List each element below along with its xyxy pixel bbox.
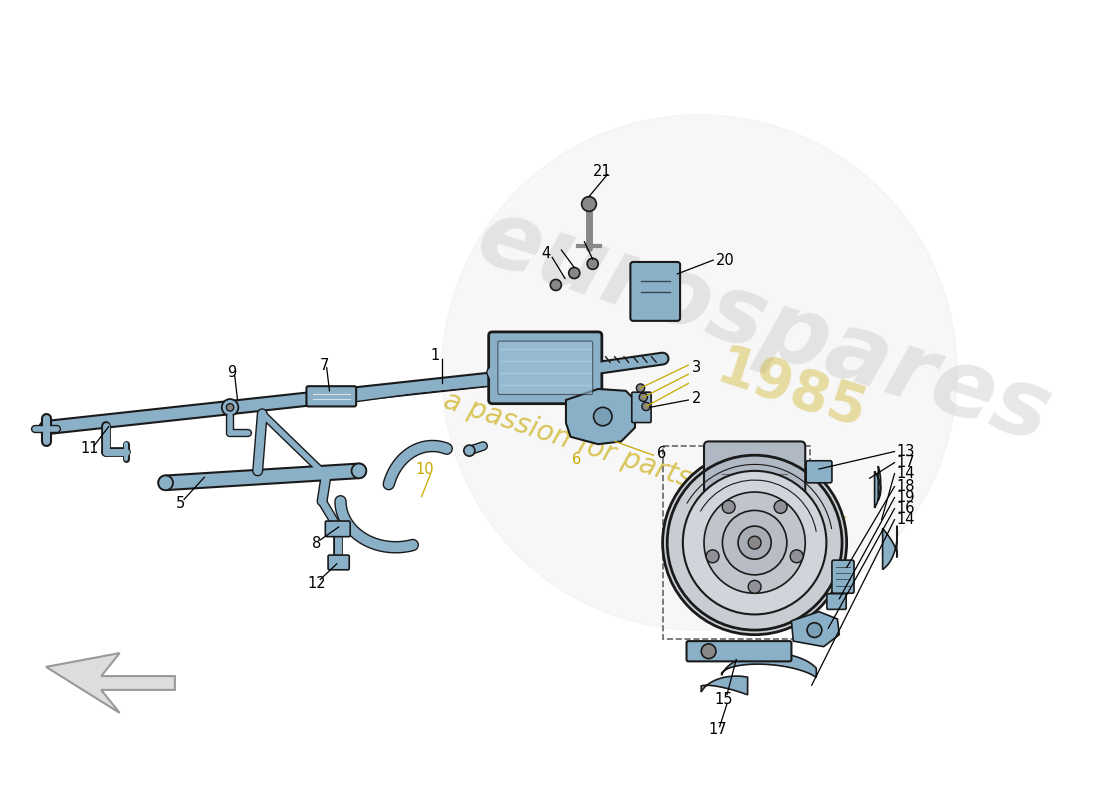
- Circle shape: [227, 404, 234, 411]
- Polygon shape: [882, 526, 898, 570]
- Text: 3: 3: [692, 360, 701, 375]
- FancyBboxPatch shape: [498, 341, 593, 394]
- Circle shape: [352, 463, 366, 478]
- Circle shape: [464, 445, 475, 456]
- Polygon shape: [566, 389, 635, 444]
- Ellipse shape: [442, 114, 957, 630]
- Circle shape: [569, 267, 580, 278]
- Polygon shape: [701, 676, 748, 695]
- Text: 4: 4: [541, 246, 550, 261]
- Text: 1985: 1985: [710, 342, 873, 440]
- Text: 21: 21: [593, 164, 612, 179]
- Text: 19: 19: [896, 490, 915, 505]
- Text: 10: 10: [416, 462, 434, 477]
- Circle shape: [706, 550, 719, 562]
- Text: 8: 8: [312, 536, 321, 551]
- Text: 15: 15: [714, 691, 733, 706]
- Bar: [662, 446, 810, 639]
- FancyBboxPatch shape: [488, 332, 602, 404]
- Text: 17: 17: [708, 722, 727, 737]
- Polygon shape: [791, 612, 839, 646]
- Text: 5: 5: [176, 495, 185, 510]
- Circle shape: [702, 644, 716, 658]
- Polygon shape: [722, 653, 816, 678]
- Circle shape: [738, 526, 771, 559]
- Text: 14: 14: [896, 512, 915, 527]
- Circle shape: [587, 258, 598, 270]
- FancyBboxPatch shape: [630, 262, 680, 321]
- FancyBboxPatch shape: [827, 594, 846, 610]
- Text: 1: 1: [431, 348, 440, 363]
- Text: eurospares: eurospares: [465, 190, 1063, 462]
- Circle shape: [550, 279, 561, 290]
- Text: 6: 6: [572, 452, 582, 467]
- Text: 17: 17: [896, 455, 915, 470]
- Circle shape: [748, 536, 761, 549]
- Circle shape: [807, 622, 822, 638]
- FancyBboxPatch shape: [832, 560, 854, 594]
- FancyBboxPatch shape: [631, 392, 651, 422]
- Text: 13: 13: [896, 444, 915, 459]
- Circle shape: [222, 399, 239, 416]
- Circle shape: [582, 197, 596, 211]
- Circle shape: [723, 510, 786, 575]
- Text: 9: 9: [228, 365, 236, 380]
- Circle shape: [790, 550, 803, 562]
- Circle shape: [683, 471, 826, 614]
- Text: 11: 11: [80, 442, 99, 456]
- Text: 18: 18: [896, 479, 915, 494]
- FancyBboxPatch shape: [328, 555, 349, 570]
- Circle shape: [662, 450, 847, 634]
- Circle shape: [639, 393, 648, 402]
- Text: 2: 2: [692, 390, 702, 406]
- FancyBboxPatch shape: [307, 386, 356, 406]
- FancyBboxPatch shape: [326, 521, 350, 537]
- Circle shape: [642, 402, 650, 410]
- Circle shape: [748, 580, 761, 594]
- FancyBboxPatch shape: [704, 442, 805, 510]
- Circle shape: [594, 407, 612, 426]
- Circle shape: [723, 501, 735, 514]
- Text: 12: 12: [307, 576, 326, 590]
- FancyBboxPatch shape: [806, 461, 832, 483]
- Text: 16: 16: [896, 501, 915, 516]
- Text: 7: 7: [319, 358, 329, 373]
- Circle shape: [158, 475, 173, 490]
- Text: a passion for parts since 1985: a passion for parts since 1985: [440, 386, 848, 542]
- Polygon shape: [874, 466, 881, 508]
- Text: 6: 6: [657, 446, 667, 461]
- Text: 20: 20: [716, 253, 735, 268]
- FancyBboxPatch shape: [686, 641, 791, 662]
- Polygon shape: [46, 653, 175, 713]
- Text: 14: 14: [896, 466, 915, 481]
- Circle shape: [637, 384, 645, 392]
- Circle shape: [774, 501, 786, 514]
- Circle shape: [704, 492, 805, 594]
